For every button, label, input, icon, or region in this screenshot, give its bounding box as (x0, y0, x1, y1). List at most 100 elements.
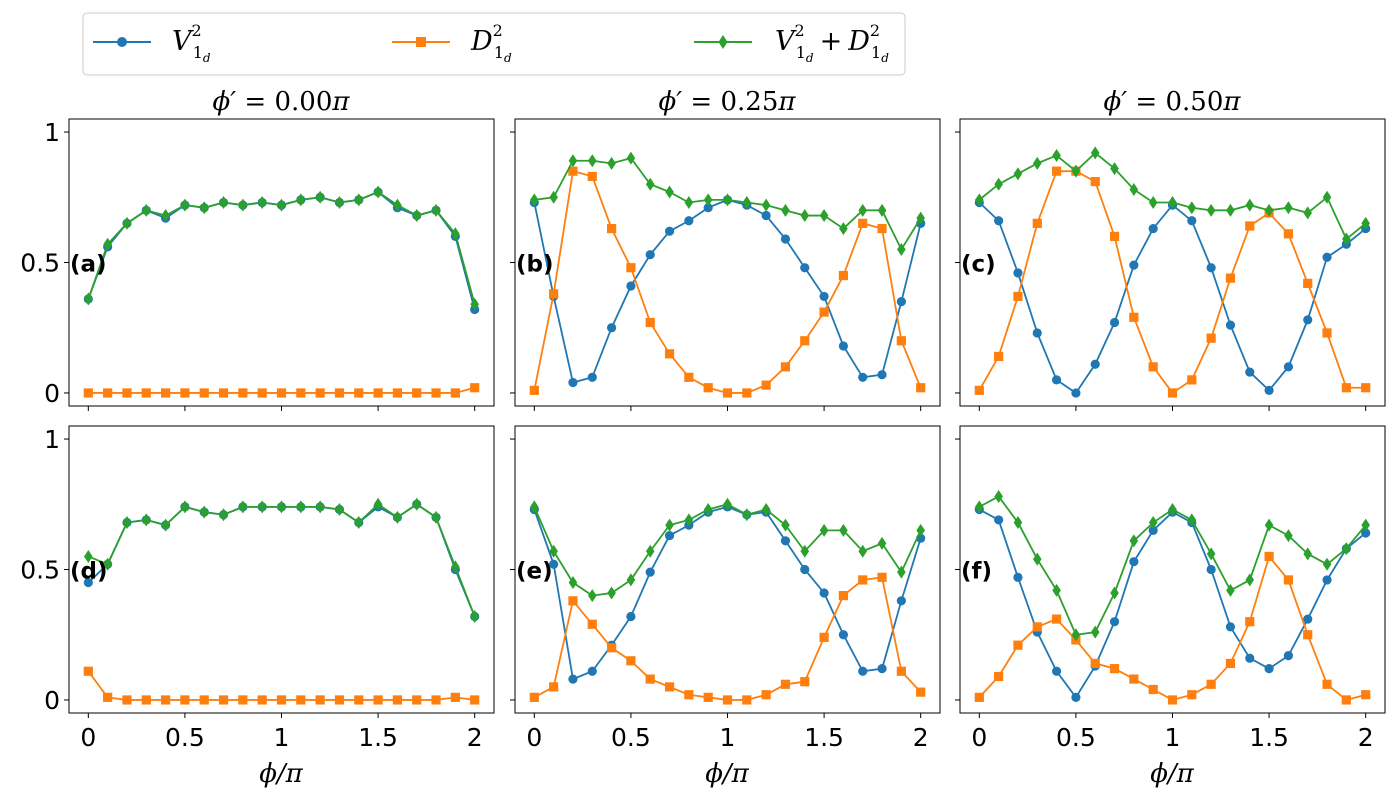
data-point-d (276, 695, 287, 705)
data-point-d (257, 388, 267, 398)
data-point-v (858, 666, 868, 676)
data-point-v (1225, 622, 1236, 632)
data-point-d (431, 388, 441, 398)
data-point-s (470, 297, 479, 311)
data-point-d (1341, 383, 1351, 393)
data-point-s (665, 185, 674, 199)
data-point-s (1264, 203, 1274, 217)
panel-label: (c) (961, 252, 996, 278)
data-point-s (103, 557, 112, 571)
data-point-s (470, 609, 479, 623)
data-point-v (1303, 614, 1313, 624)
data-point-d (1341, 695, 1351, 705)
data-point-d (1245, 617, 1255, 627)
data-point-s (431, 203, 441, 217)
data-point-s (1148, 195, 1158, 209)
data-point-v (83, 577, 93, 588)
data-point-s (1071, 628, 1081, 642)
data-point-d (529, 385, 539, 395)
data-point-s (916, 211, 925, 225)
data-point-d (1206, 333, 1216, 343)
data-point-d (684, 372, 694, 382)
axes-frame (514, 118, 941, 407)
data-point-d (1283, 575, 1294, 585)
panel-e: 0 0.5 1 1.5 2 (e) (510, 425, 941, 752)
data-point-d (974, 385, 984, 395)
data-point-v (1090, 359, 1100, 369)
data-point-v (819, 588, 829, 598)
data-point-v (1032, 328, 1042, 338)
data-point-d (742, 695, 752, 705)
data-point-s (781, 518, 790, 532)
data-point-d (1245, 221, 1255, 231)
data-point-d (994, 351, 1004, 362)
data-point-s (431, 510, 441, 524)
data-point-d (1187, 375, 1197, 385)
data-point-s (335, 195, 344, 209)
column-title-3: ϕ′ = 0.50π (1104, 87, 1242, 117)
data-point-d (838, 590, 849, 601)
data-point-d (412, 388, 422, 398)
data-point-s (1090, 146, 1100, 160)
data-point-d (703, 383, 713, 393)
data-point-s (839, 523, 848, 537)
data-point-v (780, 536, 791, 546)
data-point-d (877, 572, 887, 582)
data-point-s (1284, 201, 1293, 215)
x-axis-label-3: ϕ/π (1150, 759, 1194, 789)
data-point-d (800, 336, 810, 346)
data-point-d (1148, 684, 1158, 695)
data-point-d (742, 388, 752, 398)
data-point-v (684, 216, 694, 226)
data-point-s (800, 544, 810, 558)
data-point-d (1129, 312, 1139, 322)
data-point-d (1051, 614, 1062, 624)
data-point-d (334, 388, 345, 398)
data-point-s (626, 573, 636, 587)
data-point-v (877, 370, 887, 380)
panel-b: (b) (510, 118, 941, 411)
data-point-v (568, 377, 578, 388)
data-point-d (606, 643, 617, 653)
data-point-d (974, 692, 984, 702)
data-point-d (877, 223, 887, 234)
data-point-s (761, 198, 771, 212)
data-point-d (238, 388, 248, 398)
data-point-s (1129, 534, 1139, 548)
data-point-d (83, 388, 93, 398)
legend-label-sum: V2 1d+ D2 1d (775, 21, 889, 65)
data-point-s (257, 195, 267, 209)
data-point-d (1322, 679, 1332, 689)
data-point-d (1361, 690, 1371, 700)
data-point-v (1051, 375, 1062, 385)
data-point-d (103, 388, 113, 398)
data-point-s (257, 500, 267, 514)
data-point-d (334, 695, 345, 705)
data-point-s (1342, 232, 1351, 246)
panel-c: (c) (955, 118, 1386, 411)
data-point-d (373, 388, 383, 398)
data-point-s (1168, 195, 1177, 209)
data-point-s (916, 523, 925, 537)
data-point-d (587, 619, 597, 629)
data-point-s (994, 177, 1003, 191)
data-point-s (373, 497, 383, 511)
data-point-v (1129, 260, 1139, 270)
data-point-s (1322, 557, 1332, 571)
panel-label: (d) (70, 559, 108, 585)
data-point-d (838, 270, 849, 281)
data-point-s (1322, 190, 1332, 204)
data-point-d (916, 687, 926, 697)
y-tick-label: 0.5 (20, 556, 60, 585)
data-point-s (451, 227, 460, 241)
data-point-d (199, 388, 209, 398)
data-point-s (549, 190, 558, 204)
data-point-s (800, 209, 810, 223)
data-point-v (626, 611, 636, 622)
data-point-d (315, 388, 325, 398)
data-point-d (896, 666, 906, 676)
data-point-v (819, 291, 829, 302)
legend-marker-v (117, 37, 127, 47)
data-point-d (1032, 622, 1042, 632)
data-point-v (994, 515, 1004, 525)
